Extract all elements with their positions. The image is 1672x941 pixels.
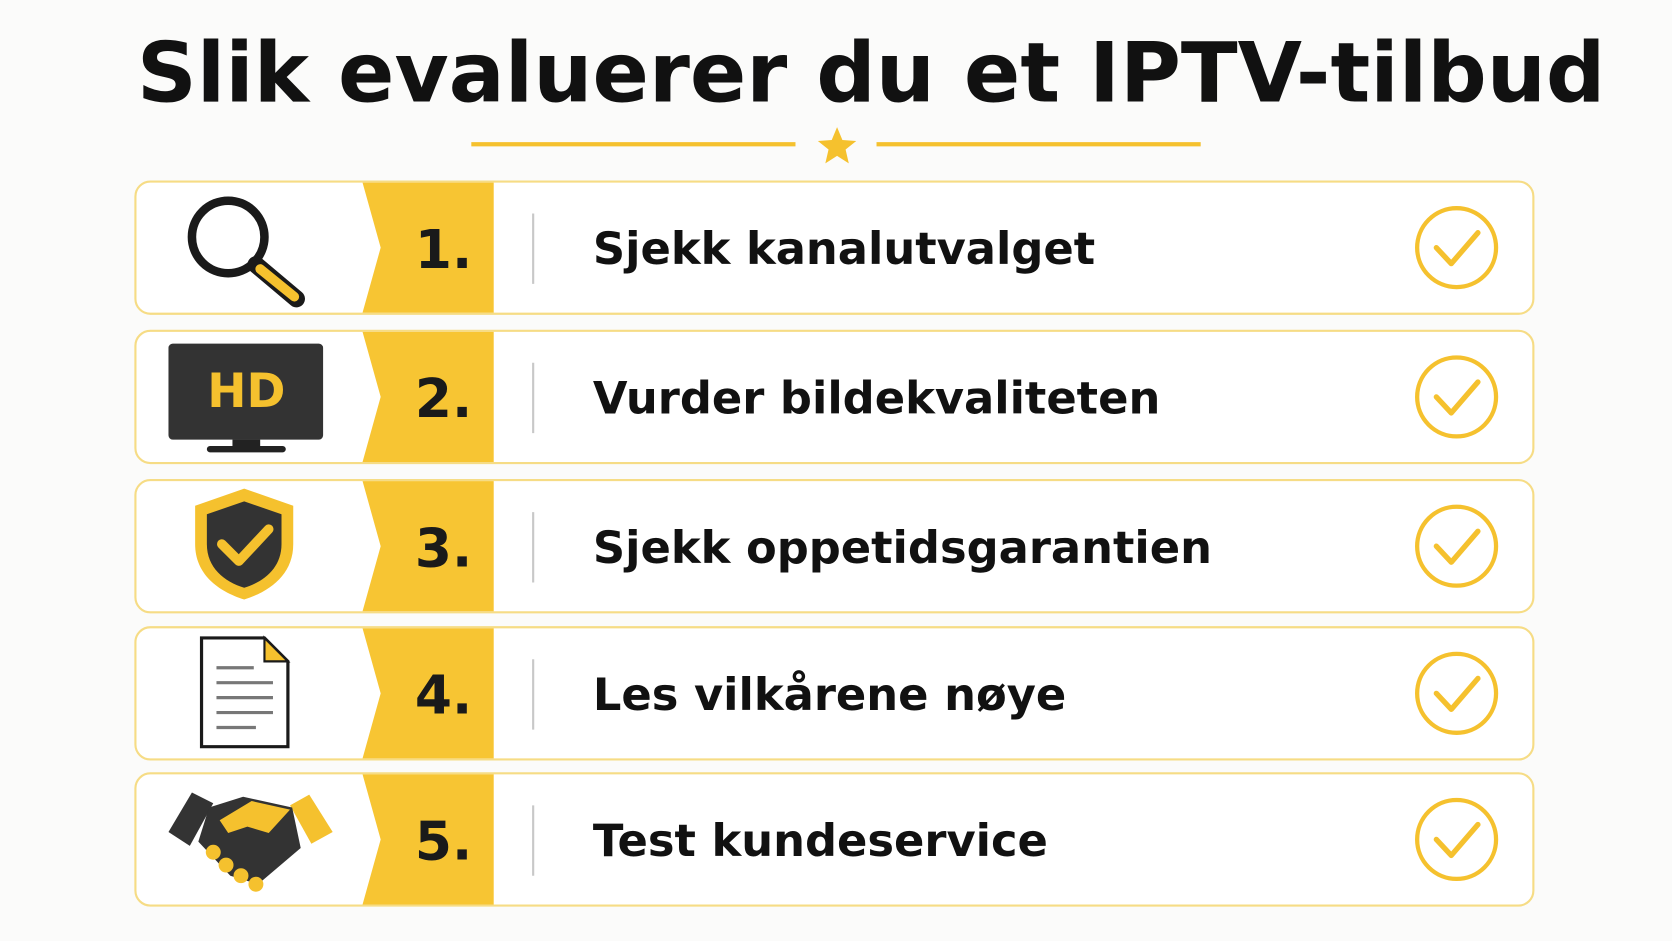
title-ornament	[471, 127, 1201, 164]
list-item: 5. Test kundeservice	[134, 772, 1535, 907]
list-item: 4. Les vilkårene nøye	[134, 626, 1535, 761]
item-label: Vurder bildekvaliteten	[593, 371, 1160, 424]
number-badge	[362, 331, 494, 462]
check-mark	[1433, 230, 1481, 267]
item-label: Les vilkårene nøye	[593, 668, 1066, 721]
list-item: 2. Vurder bildekvaliteten	[134, 329, 1535, 465]
title: Slik evaluerer du et IPTV-tilbud	[137, 24, 1606, 121]
icon-handshake	[168, 792, 333, 892]
icon-text: HD	[207, 364, 285, 419]
icon-shield	[195, 488, 294, 600]
check-mark	[1433, 821, 1481, 859]
item-number: 2.	[415, 368, 472, 430]
check-circle	[1415, 651, 1499, 735]
check-circle	[1415, 206, 1499, 290]
check-mark	[1433, 675, 1481, 713]
item-number: 5.	[415, 811, 472, 873]
item-number: 1.	[415, 219, 472, 281]
check-circle	[1415, 504, 1499, 588]
number-badge	[362, 774, 494, 905]
check-mark	[1433, 379, 1481, 416]
icon-magnifier	[187, 196, 305, 308]
list-item: 3. Sjekk oppetidsgarantien	[134, 479, 1535, 614]
item-number: 4.	[415, 664, 472, 726]
icon-document	[199, 635, 291, 749]
item-label: Sjekk oppetidsgarantien	[593, 521, 1212, 574]
check-circle	[1415, 797, 1499, 882]
check-mark	[1433, 528, 1481, 565]
item-label: Test kundeservice	[593, 814, 1048, 867]
item-label: Sjekk kanalutvalget	[593, 222, 1095, 275]
list: 1. Sjekk kanalutvalget 2. Vurder bildekvali…	[134, 180, 1535, 907]
number-badge	[362, 628, 494, 759]
list-item: 1. Sjekk kanalutvalget	[134, 180, 1535, 315]
icon-tv: HD	[168, 343, 324, 453]
number-badge	[362, 182, 494, 313]
number-badge	[362, 481, 494, 612]
check-circle	[1415, 355, 1499, 439]
item-number: 3.	[415, 517, 472, 579]
